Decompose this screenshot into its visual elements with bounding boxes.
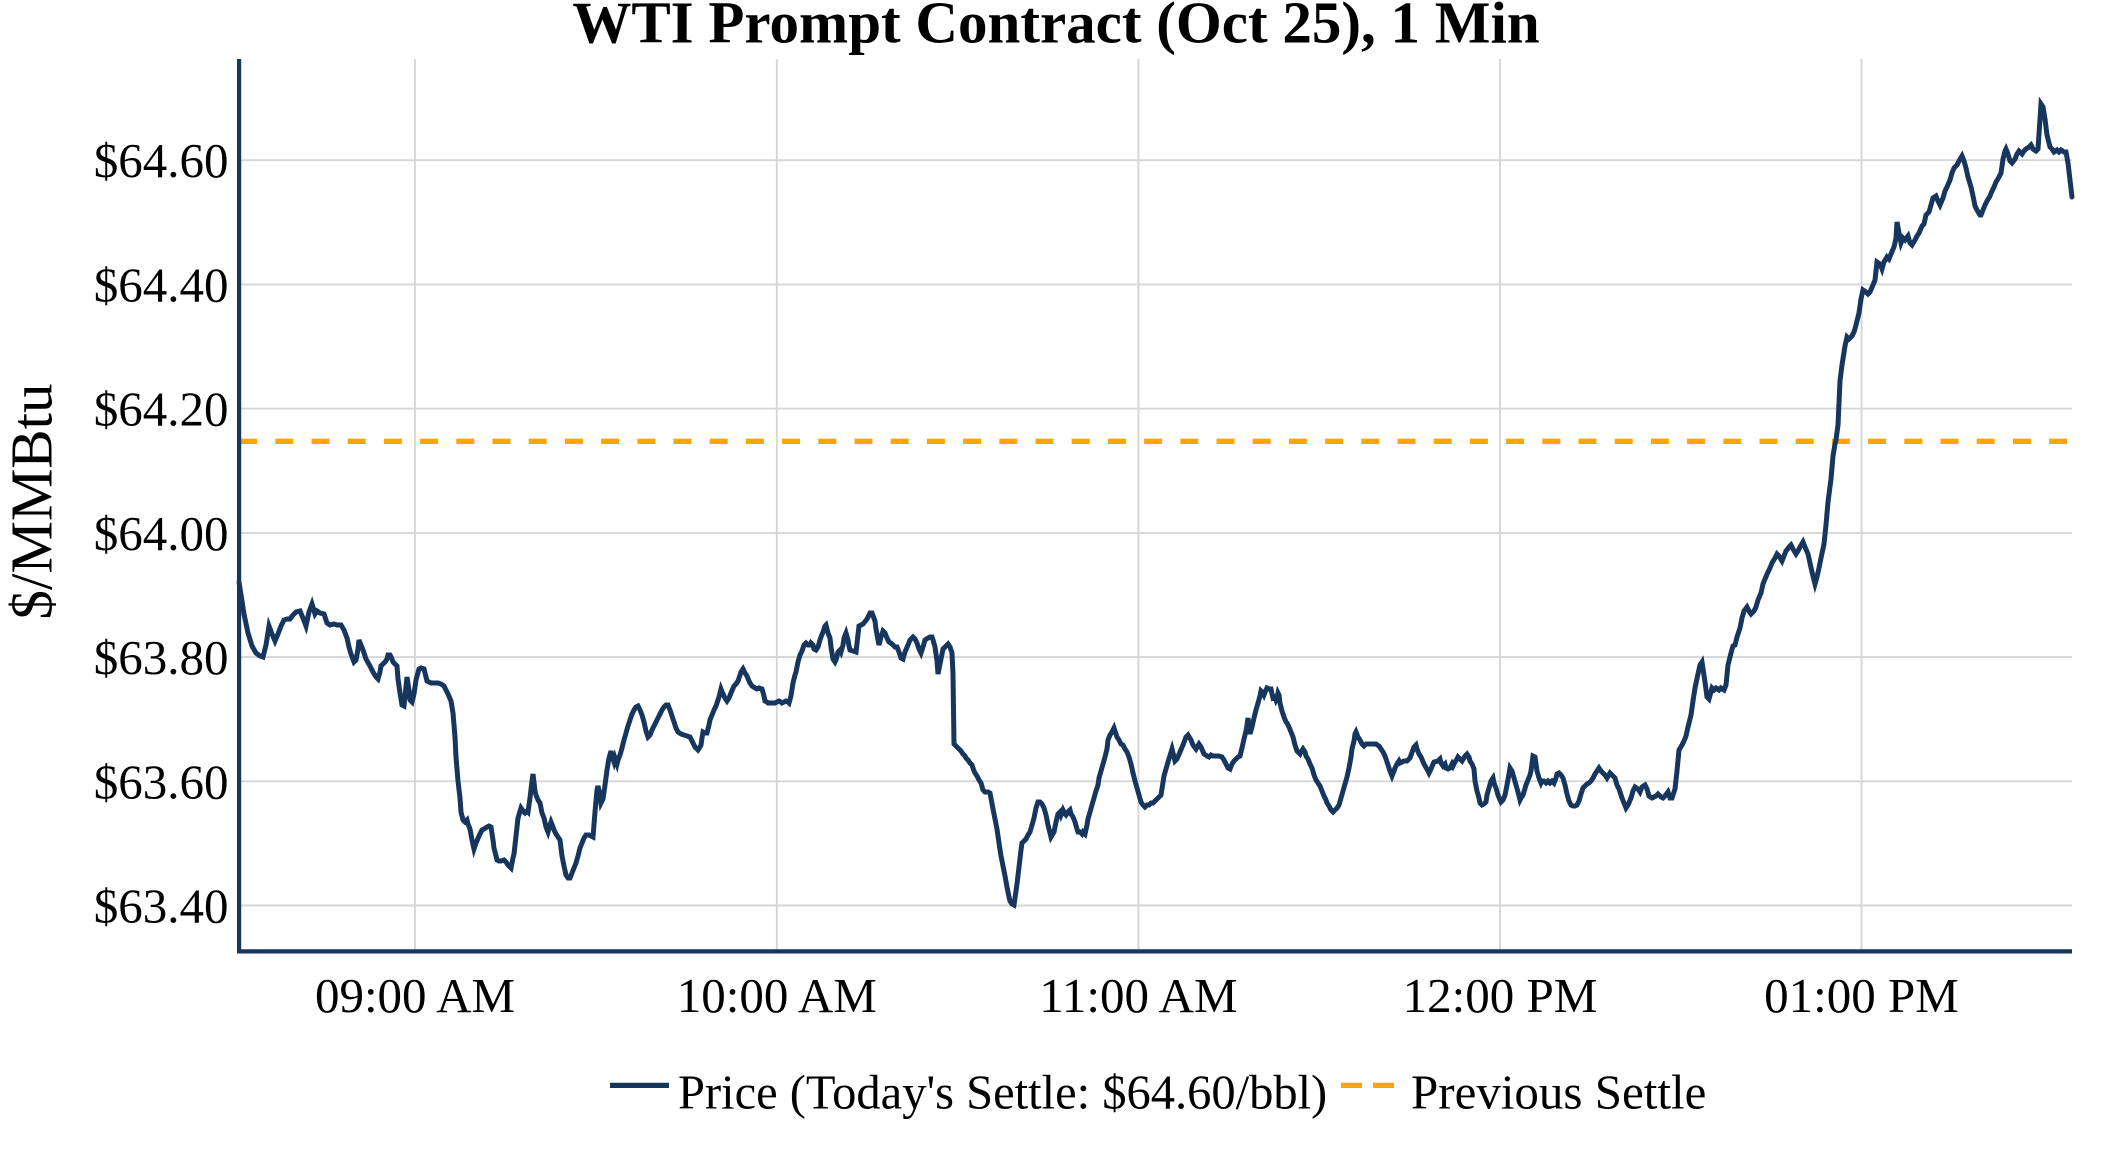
svg-text:$64.20: $64.20 bbox=[94, 382, 229, 437]
svg-text:$63.80: $63.80 bbox=[94, 630, 229, 685]
svg-text:WTI Prompt Contract (Oct 25),: WTI Prompt Contract (Oct 25), 1 Min bbox=[572, 0, 1539, 56]
svg-text:$64.40: $64.40 bbox=[94, 257, 229, 312]
svg-text:$/MMBtu: $/MMBtu bbox=[0, 383, 65, 619]
svg-text:$64.60: $64.60 bbox=[94, 133, 229, 188]
svg-text:$63.60: $63.60 bbox=[94, 754, 229, 809]
svg-text:01:00 PM: 01:00 PM bbox=[1764, 968, 1959, 1023]
svg-text:Price (Today's Settle: $64.60/: Price (Today's Settle: $64.60/bbl) bbox=[678, 1067, 1327, 1120]
svg-text:$63.40: $63.40 bbox=[94, 879, 229, 934]
svg-text:11:00 AM: 11:00 AM bbox=[1039, 968, 1237, 1023]
svg-text:Previous Settle: Previous Settle bbox=[1411, 1065, 1706, 1120]
svg-text:09:00 AM: 09:00 AM bbox=[315, 968, 515, 1023]
svg-text:10:00 AM: 10:00 AM bbox=[677, 968, 877, 1023]
svg-text:12:00 PM: 12:00 PM bbox=[1403, 968, 1598, 1023]
svg-text:$64.00: $64.00 bbox=[94, 506, 229, 561]
